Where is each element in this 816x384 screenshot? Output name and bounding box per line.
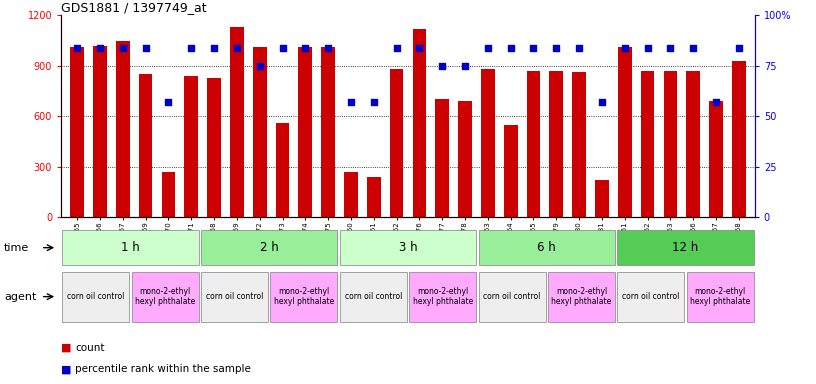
Point [139,45,152,51]
Bar [409,271,477,322]
Point [504,45,517,51]
Text: corn oil control: corn oil control [483,292,541,301]
Bar [618,47,632,217]
Point [413,45,426,51]
Bar [709,101,723,217]
Bar [732,61,746,217]
Text: ■: ■ [61,343,72,353]
Text: 3 h: 3 h [399,241,417,254]
Bar [339,230,477,265]
Bar [201,230,338,265]
Text: GDS1881 / 1397749_at: GDS1881 / 1397749_at [61,1,206,14]
Point [162,99,175,105]
Point [641,45,654,51]
Point [619,45,632,51]
Text: corn oil control: corn oil control [344,292,402,301]
Text: corn oil control: corn oil control [622,292,680,301]
Bar [526,71,540,217]
Point [732,45,745,51]
Point [573,45,586,51]
Point [527,45,540,51]
Point [276,45,289,51]
Bar [663,71,677,217]
Bar [139,74,153,217]
Text: percentile rank within the sample: percentile rank within the sample [75,364,251,374]
Bar [459,101,472,217]
Text: corn oil control: corn oil control [67,292,125,301]
Point [687,45,700,51]
Point [71,45,84,51]
Bar [617,271,685,322]
Bar [481,69,494,217]
Point [436,63,449,69]
Bar [339,271,407,322]
Text: mono-2-ethyl
hexyl phthalate: mono-2-ethyl hexyl phthalate [413,287,472,306]
Bar [62,230,199,265]
Bar [276,123,290,217]
Point [390,45,403,51]
Bar [595,180,609,217]
Bar [548,271,615,322]
Point [596,99,609,105]
Point [367,99,380,105]
Bar [116,41,130,217]
Bar [322,47,335,217]
Text: 2 h: 2 h [260,241,278,254]
Bar [641,71,654,217]
Bar [617,230,754,265]
Text: mono-2-ethyl
hexyl phthalate: mono-2-ethyl hexyl phthalate [135,287,195,306]
Point [184,45,197,51]
Text: 12 h: 12 h [672,241,698,254]
Point [481,45,494,51]
Bar [230,27,244,217]
Bar [436,99,449,217]
Bar [686,271,754,322]
Text: mono-2-ethyl
hexyl phthalate: mono-2-ethyl hexyl phthalate [274,287,334,306]
Text: count: count [75,343,104,353]
Point [459,63,472,69]
Bar [299,47,313,217]
Bar [270,271,338,322]
Bar [549,71,563,217]
Text: time: time [4,243,29,253]
Bar [253,47,267,217]
Point [94,45,107,51]
Bar [367,177,380,217]
Bar [413,29,426,217]
Bar [390,69,403,217]
Bar [207,78,221,217]
Bar [93,46,107,217]
Bar [131,271,199,322]
Bar [572,73,586,217]
Point [230,45,243,51]
Bar [686,71,700,217]
Bar [62,271,130,322]
Point [344,99,357,105]
Point [207,45,220,51]
Text: mono-2-ethyl
hexyl phthalate: mono-2-ethyl hexyl phthalate [552,287,611,306]
Point [550,45,563,51]
Point [253,63,266,69]
Bar [162,172,175,217]
Text: ■: ■ [61,364,72,374]
Point [322,45,335,51]
Bar [344,172,357,217]
Text: 6 h: 6 h [538,241,556,254]
Text: agent: agent [4,291,37,302]
Bar [184,76,198,217]
Bar [201,271,268,322]
Bar [503,124,517,217]
Text: 1 h: 1 h [122,241,140,254]
Bar [478,230,615,265]
Point [116,45,129,51]
Text: corn oil control: corn oil control [206,292,264,301]
Text: mono-2-ethyl
hexyl phthalate: mono-2-ethyl hexyl phthalate [690,287,750,306]
Bar [70,47,84,217]
Point [299,45,312,51]
Bar [478,271,546,322]
Point [664,45,677,51]
Point [709,99,722,105]
